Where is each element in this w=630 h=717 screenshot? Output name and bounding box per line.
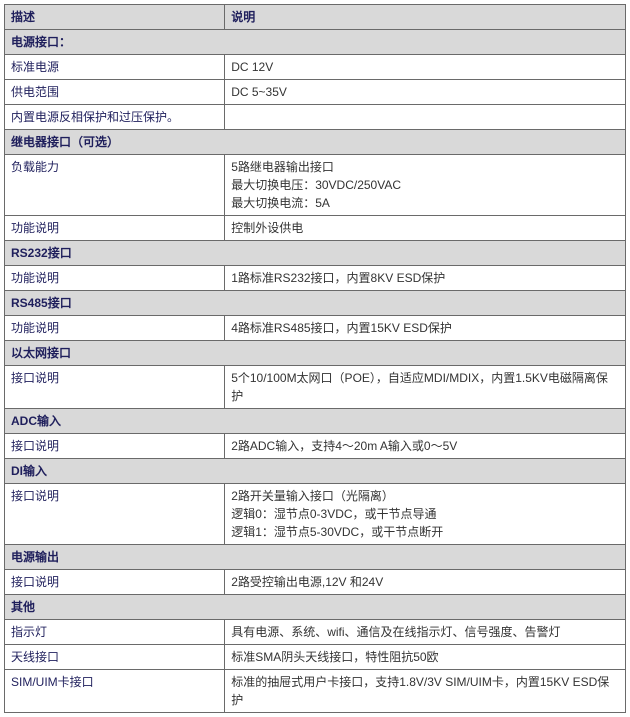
table-row: 接口说明5个10/100M太网口（POE），自适应MDI/MDIX，内置1.5K…: [5, 366, 626, 409]
section-title: ADC输入: [5, 409, 626, 434]
table-row: 功能说明1路标准RS232接口，内置8KV ESD保护: [5, 266, 626, 291]
row-value: 2路开关量输入接口（光隔离）逻辑0：湿节点0-3VDC，或干节点导通逻辑1：湿节…: [225, 484, 626, 545]
row-label: 天线接口: [5, 645, 225, 670]
row-label: 接口说明: [5, 434, 225, 459]
section-title: 电源输出: [5, 545, 626, 570]
row-value: 控制外设供电: [225, 216, 626, 241]
row-value: 标准的抽屉式用户卡接口，支持1.8V/3V SIM/UIM卡，内置15KV ES…: [225, 670, 626, 713]
table-row: 接口说明2路ADC输入，支持4～20m A输入或0～5V: [5, 434, 626, 459]
table-row: 接口说明2路受控输出电源,12V 和24V: [5, 570, 626, 595]
table-row: 指示灯具有电源、系统、wifi、通信及在线指示灯、信号强度、告警灯: [5, 620, 626, 645]
row-value: 2路受控输出电源,12V 和24V: [225, 570, 626, 595]
table-row: 供电范围DC 5~35V: [5, 80, 626, 105]
row-value: 5个10/100M太网口（POE），自适应MDI/MDIX，内置1.5KV电磁隔…: [225, 366, 626, 409]
section-title: 继电器接口（可选）: [5, 130, 626, 155]
row-value: 4路标准RS485接口，内置15KV ESD保护: [225, 316, 626, 341]
section-title: 电源接口：: [5, 30, 626, 55]
row-label: 功能说明: [5, 266, 225, 291]
section-title: DI输入: [5, 459, 626, 484]
row-value: DC 12V: [225, 55, 626, 80]
section-title: RS232接口: [5, 241, 626, 266]
table-row: 内置电源反相保护和过压保护。: [5, 105, 626, 130]
row-label: SIM/UIM卡接口: [5, 670, 225, 713]
row-value: 2路ADC输入，支持4～20m A输入或0～5V: [225, 434, 626, 459]
table-row: SIM/UIM卡接口标准的抽屉式用户卡接口，支持1.8V/3V SIM/UIM卡…: [5, 670, 626, 713]
header-col2: 说明: [225, 5, 626, 30]
row-label: 接口说明: [5, 570, 225, 595]
row-label: 内置电源反相保护和过压保护。: [5, 105, 225, 130]
header-col1: 描述: [5, 5, 225, 30]
table-row: 功能说明控制外设供电: [5, 216, 626, 241]
table-row: 天线接口标准SMA阴头天线接口，特性阻抗50欧: [5, 645, 626, 670]
section-title: 其他: [5, 595, 626, 620]
table-row: 标准电源DC 12V: [5, 55, 626, 80]
section-title: 以太网接口: [5, 341, 626, 366]
row-value: [225, 105, 626, 130]
row-label: 标准电源: [5, 55, 225, 80]
row-value: 标准SMA阴头天线接口，特性阻抗50欧: [225, 645, 626, 670]
row-label: 供电范围: [5, 80, 225, 105]
row-value: DC 5~35V: [225, 80, 626, 105]
row-value: 1路标准RS232接口，内置8KV ESD保护: [225, 266, 626, 291]
row-label: 负载能力: [5, 155, 225, 216]
row-value: 5路继电器输出接口最大切换电压：30VDC/250VAC最大切换电流：5A: [225, 155, 626, 216]
row-label: 接口说明: [5, 366, 225, 409]
table-row: 功能说明4路标准RS485接口，内置15KV ESD保护: [5, 316, 626, 341]
row-label: 接口说明: [5, 484, 225, 545]
row-label: 功能说明: [5, 316, 225, 341]
table-row: 负载能力5路继电器输出接口最大切换电压：30VDC/250VAC最大切换电流：5…: [5, 155, 626, 216]
section-title: RS485接口: [5, 291, 626, 316]
row-value: 具有电源、系统、wifi、通信及在线指示灯、信号强度、告警灯: [225, 620, 626, 645]
table-row: 接口说明2路开关量输入接口（光隔离）逻辑0：湿节点0-3VDC，或干节点导通逻辑…: [5, 484, 626, 545]
row-label: 功能说明: [5, 216, 225, 241]
row-label: 指示灯: [5, 620, 225, 645]
spec-table: 描述说明电源接口：标准电源DC 12V供电范围DC 5~35V内置电源反相保护和…: [4, 4, 626, 713]
